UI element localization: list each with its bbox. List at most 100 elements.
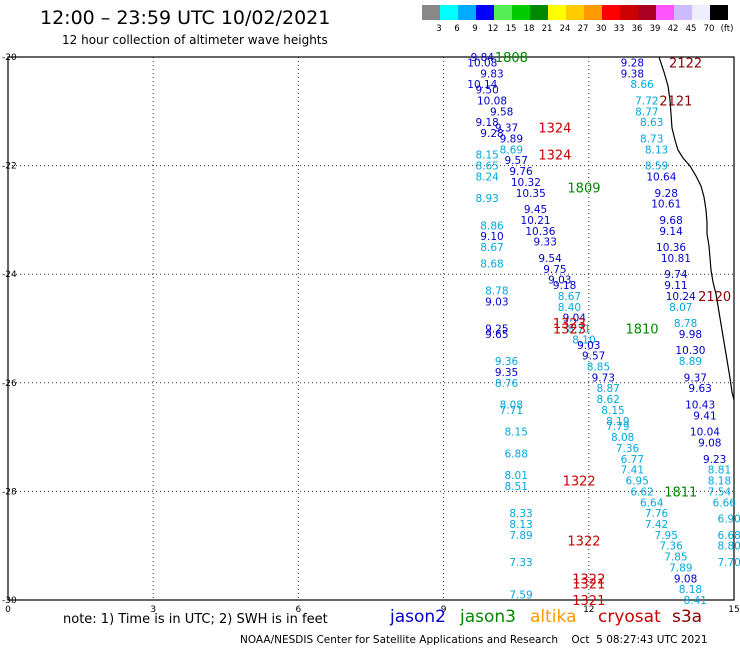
scale-swatch — [602, 5, 620, 20]
swh-value: 9.25 — [485, 324, 508, 336]
swh-value: 9.74 — [664, 269, 688, 281]
lon-tick-label: 3 — [150, 605, 156, 615]
swh-value: 8.51 — [505, 481, 528, 493]
swh-value: 8.81 — [708, 465, 731, 477]
swh-value: 7.72 — [635, 95, 658, 107]
pass-label: 1810 — [625, 323, 658, 338]
swh-value: 8.59 — [645, 161, 668, 173]
swh-value: 8.15 — [475, 150, 498, 162]
swh-value: 9.37 — [495, 123, 518, 135]
lat-tick-label: -30 — [2, 596, 17, 606]
scale-swatch — [512, 5, 530, 20]
swh-value: 8.67 — [480, 242, 503, 254]
swh-value: 7.36 — [659, 541, 683, 553]
scale-swatch — [440, 5, 458, 20]
swh-value: 8.13 — [509, 519, 532, 531]
scale-tick-label: 6 — [454, 24, 460, 34]
pass-label: 1808 — [495, 51, 528, 66]
swh-value: 10.36 — [525, 226, 555, 238]
swh-value: 9.03 — [548, 275, 571, 287]
swh-value: 9.03 — [577, 340, 600, 352]
pass-label: 1321 — [572, 578, 605, 593]
swh-value: 6.95 — [626, 476, 649, 488]
page-subtitle: 12 hour collection of altimeter wave hei… — [62, 33, 328, 47]
swh-value: 9.50 — [475, 85, 498, 97]
swh-value: 10.81 — [661, 253, 691, 265]
legend-item: jason3 — [460, 607, 516, 627]
pass-label: 1322 — [563, 475, 596, 490]
swh-value: 9.58 — [490, 106, 513, 118]
scale-tick-label: 42 — [667, 24, 679, 34]
swh-value: 8.19 — [606, 416, 629, 428]
scale-tick-label: 33 — [613, 24, 625, 34]
swh-value: 10.43 — [685, 400, 715, 412]
scale-swatch — [656, 5, 674, 20]
axis-tick-labels: 0 3 6 9 12 15 -20 -22 -24 -26 -28 -30 — [2, 53, 740, 615]
swh-value: 8.33 — [509, 508, 532, 520]
swh-value: 9.35 — [495, 367, 518, 379]
swh-value: 9.63 — [688, 383, 711, 395]
scale-tick-label: 36 — [631, 24, 643, 34]
lon-tick-label: 0 — [5, 605, 11, 615]
swh-value: 8.18 — [679, 584, 702, 596]
scale-swatch — [548, 5, 566, 20]
swh-value: 7.76 — [645, 508, 669, 520]
swh-value: 8.78 — [674, 318, 697, 330]
swh-value: 7.33 — [509, 557, 532, 569]
swh-value: 9.08 — [698, 438, 721, 450]
pass-label: 2122 — [669, 56, 702, 71]
swh-value: 9.18 — [475, 117, 498, 129]
swh-value: 9.38 — [621, 68, 644, 80]
scale-tick-label: 27 — [577, 24, 589, 34]
swh-value: 7.95 — [655, 530, 678, 542]
swh-value: 9.03 — [485, 296, 508, 308]
swh-value: 8.66 — [630, 79, 654, 91]
swh-value: 8.65 — [475, 161, 498, 173]
swh-value: 7.42 — [645, 519, 668, 531]
swh-value: 8.68 — [480, 258, 503, 270]
swh-value: 8.07 — [669, 302, 692, 314]
swh-value: 8.85 — [587, 362, 610, 374]
scale-tick-label: 9 — [472, 24, 478, 34]
scale-tick-label: 39 — [649, 24, 661, 34]
swh-value: 9.14 — [659, 226, 683, 238]
pass-label: 1324 — [538, 122, 571, 137]
scale-tick-label: 21 — [541, 24, 553, 34]
swh-value: 7.79 — [606, 421, 629, 433]
scale-swatch — [674, 5, 692, 20]
swh-value: 10.30 — [675, 345, 705, 357]
page-title: 12:00 – 23:59 UTC 10/02/2021 — [40, 7, 331, 29]
pass-label: 1322 — [567, 534, 600, 549]
lon-tick-label: 9 — [441, 605, 447, 615]
swh-value: 9.89 — [500, 133, 523, 145]
lat-tick-label: -22 — [2, 162, 17, 172]
swh-value: 6.64 — [640, 497, 664, 509]
swh-value: 9.41 — [693, 410, 716, 422]
swh-value: 7.89 — [509, 530, 532, 542]
swh-value: 6.68 — [717, 530, 740, 542]
scale-swatch — [584, 5, 602, 20]
scale-tick-label: 12 — [487, 24, 499, 34]
swh-value: 9.08 — [674, 573, 697, 585]
swh-value: 8.18 — [708, 476, 731, 488]
swh-value: 8.71 — [567, 324, 590, 336]
swh-value: 8.24 — [475, 171, 499, 183]
legend-item: jason2 — [390, 607, 446, 627]
swh-value: 9.68 — [659, 215, 682, 227]
scale-swatch — [710, 5, 728, 20]
pass-label: 1811 — [664, 485, 697, 500]
swh-value: 10.35 — [516, 188, 546, 200]
swh-value: 7.36 — [616, 443, 640, 455]
swh-value: 8.15 — [505, 427, 528, 439]
lon-tick-label: 6 — [296, 605, 302, 615]
swh-value: 7.41 — [621, 465, 644, 477]
swh-value: 8.76 — [495, 378, 519, 390]
pass-label: 1809 — [567, 181, 600, 196]
scale-tick-label: 45 — [685, 24, 697, 34]
swh-value: 9.57 — [505, 155, 528, 167]
swh-value: 8.77 — [635, 106, 658, 118]
swh-value: 9.11 — [664, 280, 687, 292]
swh-value: 9.75 — [543, 264, 566, 276]
swh-value: 9.10 — [480, 231, 503, 243]
